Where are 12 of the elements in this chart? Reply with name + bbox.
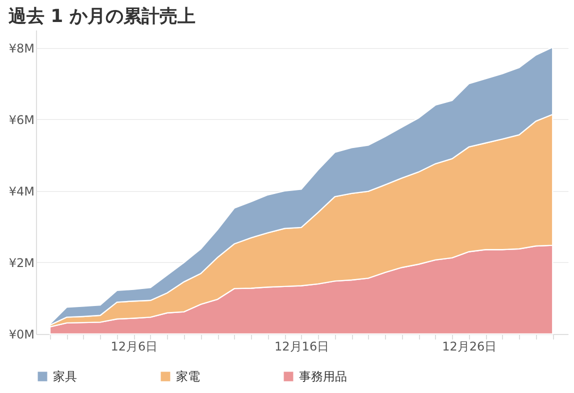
- y-tick-label: ¥0M: [8, 328, 34, 342]
- y-tick-label: ¥2M: [8, 256, 34, 270]
- legend-label: 家電: [176, 370, 200, 384]
- legend-label: 家具: [53, 370, 77, 384]
- y-tick-label: ¥8M: [8, 41, 34, 56]
- y-tick-label: ¥6M: [8, 112, 34, 127]
- x-tick-label: 12月16日: [274, 340, 330, 354]
- y-tick-label: ¥4M: [8, 184, 34, 198]
- x-tick-label: 12月26日: [442, 340, 497, 354]
- legend-label: 事務用品: [299, 370, 347, 384]
- chart-title: 過去 1 か月の累計売上: [7, 6, 196, 27]
- x-tick-label: 12月6日: [110, 340, 158, 354]
